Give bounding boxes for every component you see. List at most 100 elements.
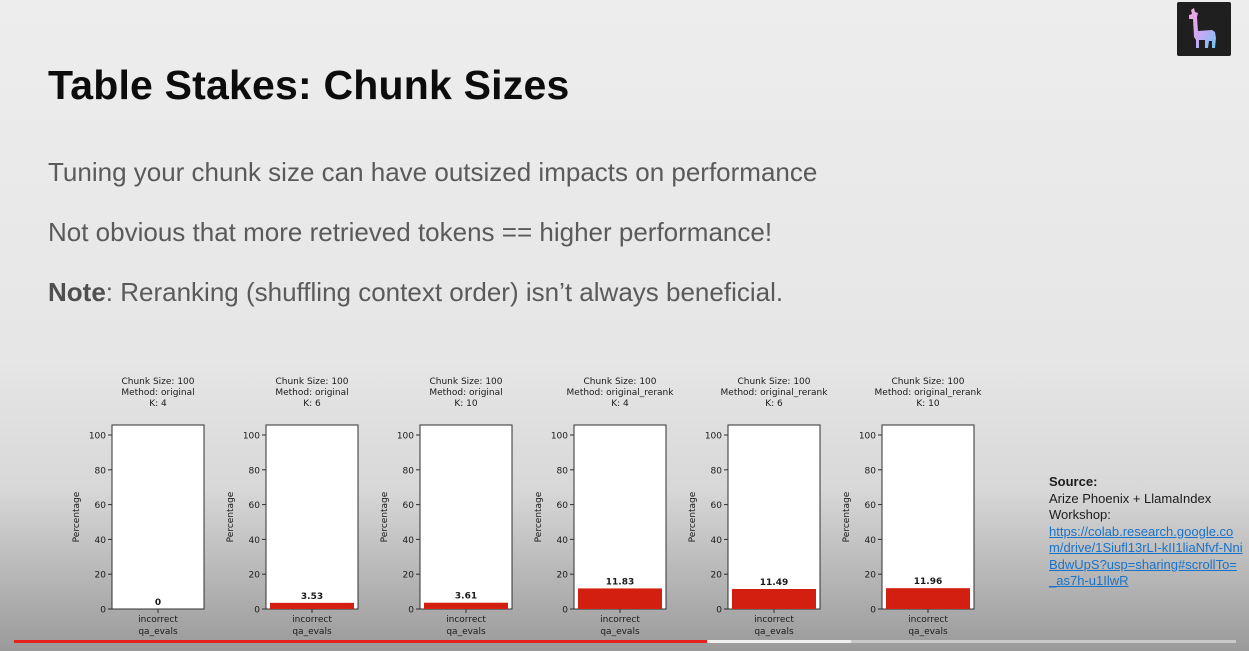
y-tick-label: 60 — [249, 501, 261, 511]
chart-title-line: K: 4 — [611, 399, 629, 409]
y-tick-label: 80 — [95, 466, 107, 476]
chart-title-line: Chunk Size: 100 — [583, 377, 656, 387]
video-progress-bar[interactable] — [14, 640, 1236, 643]
y-tick-label: 80 — [865, 466, 877, 476]
y-tick-label: 40 — [249, 536, 261, 546]
x-axis-label: qa_evals — [292, 627, 332, 637]
y-tick-label: 0 — [100, 606, 106, 616]
y-tick-label: 80 — [711, 466, 723, 476]
y-tick-label: 20 — [557, 571, 569, 581]
y-tick-label: 60 — [557, 501, 569, 511]
source-note: Source: Arize Phoenix + LlamaIndex Works… — [1049, 474, 1244, 590]
y-tick-label: 80 — [557, 466, 569, 476]
chart-title-line: Chunk Size: 100 — [275, 377, 348, 387]
source-text: Arize Phoenix + LlamaIndex Workshop: — [1049, 490, 1212, 523]
y-tick-label: 0 — [408, 606, 414, 616]
y-tick-label: 100 — [89, 432, 106, 442]
bullet-retrieved-tokens: Not obvious that more retrieved tokens =… — [48, 217, 773, 247]
y-tick-label: 20 — [403, 571, 415, 581]
note-text: : Reranking (shuffling context order) is… — [105, 277, 784, 307]
y-tick-label: 20 — [865, 571, 877, 581]
chart-title-line: K: 10 — [454, 399, 478, 409]
y-tick-label: 20 — [249, 571, 261, 581]
y-tick-label: 20 — [711, 571, 723, 581]
x-axis-label: qa_evals — [908, 627, 948, 637]
plot-area — [881, 424, 975, 610]
y-tick-label: 100 — [551, 432, 568, 442]
bar-value-label: 11.49 — [760, 578, 788, 588]
x-tick-label: incorrect — [292, 615, 332, 625]
note-label: Note — [48, 277, 106, 307]
bullet-chunk-size: Tuning your chunk size can have outsized… — [48, 157, 818, 187]
plot-area — [573, 424, 667, 610]
x-axis-label: qa_evals — [138, 627, 178, 637]
y-tick-label: 40 — [711, 536, 723, 546]
chart-title-line: Chunk Size: 100 — [429, 377, 502, 387]
y-tick-label: 100 — [705, 432, 722, 442]
bar-incorrect — [424, 602, 508, 609]
bar-value-label: 3.53 — [301, 592, 323, 602]
plot-area — [419, 424, 513, 610]
y-axis-label: Percentage — [72, 491, 82, 542]
chart-title-line: Method: original — [121, 388, 194, 398]
y-tick-label: 60 — [403, 501, 415, 511]
bar-incorrect — [270, 602, 354, 609]
chart-title-line: Method: original — [429, 388, 502, 398]
y-tick-label: 0 — [254, 606, 260, 616]
bar-incorrect — [886, 588, 970, 609]
bar-value-label: 11.96 — [914, 577, 942, 587]
chart-title-line: Method: original_rerank — [875, 388, 983, 398]
bullet-reranking-note: Note: Reranking (shuffling context order… — [48, 277, 783, 308]
source-heading: Source: — [1049, 474, 1098, 489]
plot-area — [111, 424, 205, 610]
y-tick-label: 100 — [397, 432, 414, 442]
y-axis-label: Percentage — [688, 491, 698, 542]
source-link[interactable]: https://colab.research.google.com/drive/… — [1049, 523, 1243, 589]
y-tick-label: 0 — [870, 606, 876, 616]
y-tick-label: 60 — [865, 501, 877, 511]
y-tick-label: 20 — [95, 571, 107, 581]
chart-title-line: Method: original_rerank — [721, 388, 829, 398]
y-axis-label: Percentage — [842, 491, 852, 542]
chart-title-line: Method: original — [275, 388, 348, 398]
plot-area — [727, 424, 821, 610]
x-tick-label: incorrect — [446, 615, 486, 625]
chart-title-line: K: 6 — [765, 399, 783, 409]
y-tick-label: 60 — [711, 501, 723, 511]
x-tick-label: incorrect — [138, 615, 178, 625]
x-tick-label: incorrect — [908, 615, 948, 625]
y-tick-label: 40 — [403, 536, 415, 546]
video-played-bar — [14, 640, 707, 643]
chart-title-line: Method: original_rerank — [567, 388, 675, 398]
llamaindex-logo — [1177, 2, 1231, 56]
y-tick-label: 80 — [403, 466, 415, 476]
y-tick-label: 0 — [716, 606, 722, 616]
y-axis-label: Percentage — [534, 491, 544, 542]
bar-value-label: 3.61 — [455, 592, 477, 602]
bar-value-label: 11.83 — [606, 577, 634, 587]
y-tick-label: 60 — [95, 501, 107, 511]
chart-title-line: K: 10 — [916, 399, 940, 409]
y-tick-label: 100 — [859, 432, 876, 442]
x-tick-label: incorrect — [600, 615, 640, 625]
y-tick-label: 40 — [557, 536, 569, 546]
bar-value-label: 0 — [155, 598, 161, 608]
x-axis-label: qa_evals — [446, 627, 486, 637]
slide-title: Table Stakes: Chunk Sizes — [48, 62, 570, 108]
y-tick-label: 100 — [243, 432, 260, 442]
y-tick-label: 40 — [95, 536, 107, 546]
chart-title-line: Chunk Size: 100 — [121, 377, 194, 387]
y-tick-label: 0 — [562, 606, 568, 616]
chart-title-line: Chunk Size: 100 — [891, 377, 964, 387]
x-axis-label: qa_evals — [754, 627, 794, 637]
llama-icon — [1189, 8, 1216, 48]
bar-incorrect — [732, 589, 816, 609]
chart-title-line: K: 6 — [303, 399, 321, 409]
